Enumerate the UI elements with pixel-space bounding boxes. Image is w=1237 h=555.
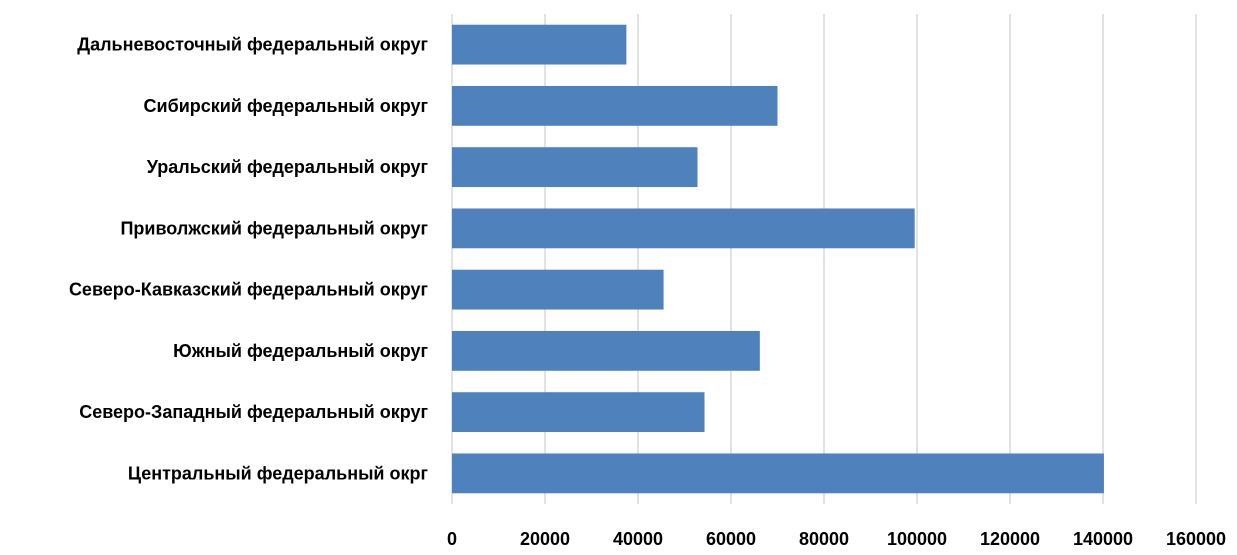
category-label: Южный федеральный округ bbox=[173, 341, 428, 361]
category-label: Северо-Западный федеральный округ bbox=[79, 402, 428, 422]
bar bbox=[452, 85, 778, 126]
category-label: Уральский федеральный округ bbox=[147, 157, 429, 177]
bar-layer bbox=[452, 24, 1104, 494]
value-axis: 0 20000 40000 60000 80000 100000 120000 140000 1… bbox=[447, 529, 1226, 549]
bar bbox=[452, 330, 760, 371]
bar bbox=[452, 392, 705, 433]
x-tick-label: 60000 bbox=[706, 529, 756, 549]
x-tick-label: 160000 bbox=[1166, 529, 1226, 549]
category-label: Северо-Кавказский федеральный округ bbox=[69, 280, 429, 300]
x-tick-label: 40000 bbox=[613, 529, 663, 549]
x-tick-label: 20000 bbox=[520, 529, 570, 549]
x-tick-label: 0 bbox=[447, 529, 457, 549]
x-tick-label: 80000 bbox=[799, 529, 849, 549]
bar bbox=[452, 147, 698, 188]
category-label: Приволжский федеральный округ bbox=[120, 218, 428, 238]
bar bbox=[452, 24, 627, 65]
bar bbox=[452, 208, 915, 249]
bar bbox=[452, 453, 1104, 494]
x-tick-label: 120000 bbox=[980, 529, 1040, 549]
category-label: Сибирский федеральный округ bbox=[144, 96, 429, 116]
bar bbox=[452, 269, 664, 310]
x-tick-label: 100000 bbox=[887, 529, 947, 549]
category-axis: Дальневосточный федеральный округ Сибирск… bbox=[69, 35, 429, 484]
x-tick-label: 140000 bbox=[1073, 529, 1133, 549]
category-label: Дальневосточный федеральный округ bbox=[77, 35, 428, 55]
category-label: Центральный федеральный окрг bbox=[128, 463, 429, 483]
